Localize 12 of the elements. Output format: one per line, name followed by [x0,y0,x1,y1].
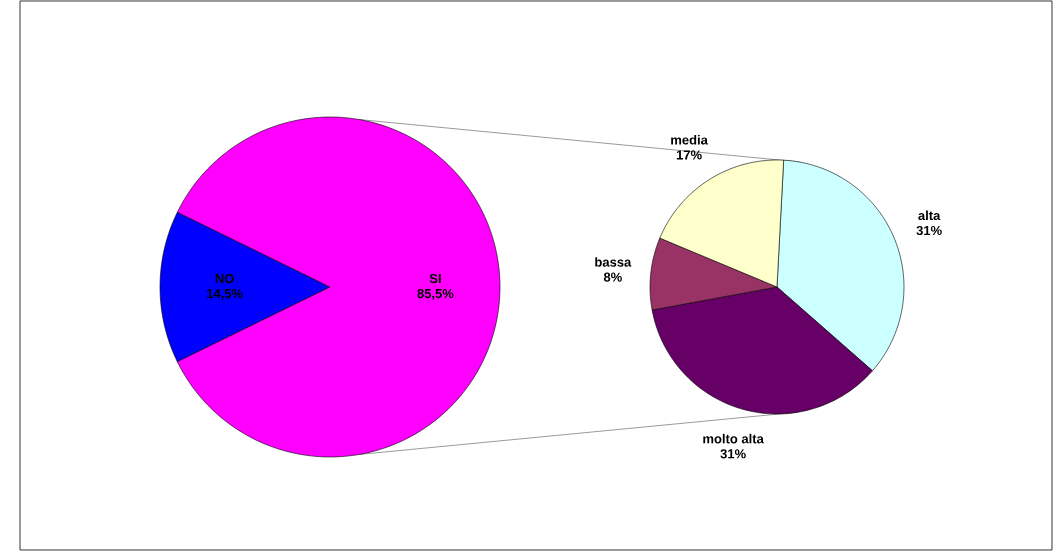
data-label: 8% [603,272,622,282]
slice-label: molto alta [703,433,764,444]
data-label: 14,5% [206,288,243,301]
slice-label: bassa [595,257,632,267]
slice-label: SI [429,273,441,284]
data-label: 17% [676,150,702,160]
slice-label: media [671,134,708,145]
data-label: 31% [916,225,942,236]
slice-label: alta [918,210,941,221]
slice-label: NO [215,273,234,284]
data-label: 31% [720,449,746,459]
data-label: 85,5% [417,288,454,301]
